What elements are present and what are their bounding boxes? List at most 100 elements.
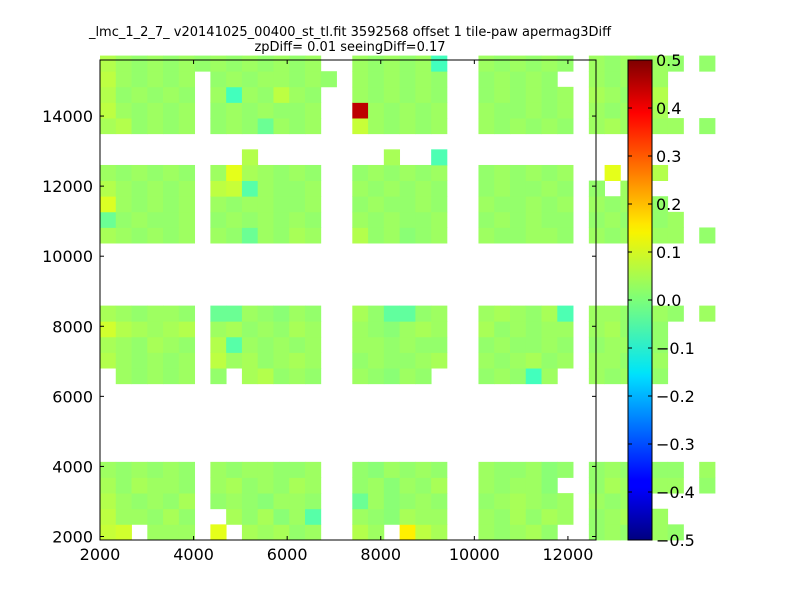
heatmap-cell xyxy=(604,461,621,478)
heatmap-cell xyxy=(305,336,322,353)
heatmap-cell xyxy=(604,227,621,244)
heatmap-cell xyxy=(257,180,274,197)
heatmap-cell xyxy=(289,336,306,353)
heatmap-cell xyxy=(257,508,274,525)
colorbar-tick-label: 0.3 xyxy=(656,147,681,166)
heatmap-cell xyxy=(100,71,117,88)
heatmap-cell xyxy=(289,211,306,228)
heatmap-cell xyxy=(305,321,322,338)
y-tick-label: 8000 xyxy=(52,317,93,336)
heatmap-cell xyxy=(399,211,416,228)
heatmap-cell xyxy=(241,493,259,510)
heatmap-cell xyxy=(431,149,448,166)
colorbar: 0.5 0.4 0.3 0.2 0.1 0.0 −0.1 −0.2 −0.3 −0.4 −0.5 xyxy=(627,51,695,550)
heatmap-cell xyxy=(147,524,164,541)
heatmap-cell xyxy=(305,164,322,181)
heatmap-cell xyxy=(115,321,132,338)
heatmap-cell xyxy=(588,71,606,88)
heatmap-cell xyxy=(273,524,290,541)
heatmap-cell xyxy=(273,305,290,322)
heatmap-cell xyxy=(651,352,669,369)
heatmap-cells xyxy=(100,55,716,541)
heatmap-cell xyxy=(368,71,385,88)
heatmap-cell xyxy=(478,164,495,181)
heatmap-cell xyxy=(163,86,180,103)
heatmap-cell xyxy=(383,118,401,135)
heatmap-cell xyxy=(431,321,448,338)
heatmap-cell xyxy=(510,477,527,494)
heatmap-cell xyxy=(163,524,180,541)
heatmap-cell xyxy=(131,180,148,197)
heatmap-cell xyxy=(478,336,495,353)
heatmap-cell xyxy=(557,227,574,244)
heatmap-cell xyxy=(651,508,669,525)
heatmap-cell xyxy=(115,118,132,135)
heatmap-cell xyxy=(431,71,448,88)
heatmap-cell xyxy=(604,86,621,103)
heatmap-cell xyxy=(178,368,196,385)
heatmap-cell xyxy=(115,211,132,228)
heatmap-cell xyxy=(431,493,448,510)
heatmap-cell xyxy=(210,321,227,338)
heatmap-cell xyxy=(368,86,385,103)
heatmap-cell xyxy=(100,164,117,181)
heatmap-cell xyxy=(273,180,290,197)
plot-frame xyxy=(99,59,597,541)
heatmap-cell xyxy=(163,180,180,197)
colorbar-tick-label: −0.3 xyxy=(656,435,695,454)
heatmap-cell xyxy=(115,180,132,197)
heatmap-cell xyxy=(115,305,132,322)
heatmap-cell xyxy=(651,211,669,228)
heatmap-cell xyxy=(651,461,669,478)
heatmap-cell xyxy=(431,352,448,369)
x-tick-label: 2000 xyxy=(80,545,121,564)
heatmap-cell xyxy=(494,211,511,228)
heatmap-cell xyxy=(352,368,369,385)
heatmap-cell xyxy=(305,461,322,478)
heatmap-cell xyxy=(525,164,542,181)
heatmap-cell xyxy=(257,461,274,478)
y-tick-label: 12000 xyxy=(42,177,93,196)
heatmap-cell xyxy=(699,305,716,322)
heatmap-cell xyxy=(163,196,180,213)
heatmap-cell xyxy=(305,86,322,103)
heatmap-cell xyxy=(100,211,117,228)
heatmap-cell xyxy=(588,180,606,197)
heatmap-cell xyxy=(510,305,527,322)
heatmap-cell xyxy=(604,118,621,135)
heatmap-cell xyxy=(557,321,574,338)
heatmap-cell xyxy=(399,493,416,510)
heatmap-cell xyxy=(604,196,621,213)
heatmap-cell xyxy=(100,180,117,197)
heatmap-cell xyxy=(651,524,669,541)
heatmap-cell xyxy=(163,368,180,385)
heatmap-cell xyxy=(352,227,369,244)
x-tick-label: 8000 xyxy=(360,545,401,564)
heatmap-cell xyxy=(289,118,306,135)
heatmap-cell xyxy=(226,102,243,119)
heatmap-cell xyxy=(305,71,322,88)
heatmap-cell xyxy=(399,461,416,478)
heatmap-cell xyxy=(494,368,511,385)
heatmap-cell xyxy=(257,164,274,181)
heatmap-cell xyxy=(305,196,322,213)
heatmap-cell xyxy=(226,118,243,135)
heatmap-cell xyxy=(226,196,243,213)
heatmap-cell xyxy=(305,477,322,494)
heatmap-cell xyxy=(163,71,180,88)
heatmap-cell xyxy=(241,461,259,478)
heatmap-cell xyxy=(651,368,669,385)
heatmap-cell xyxy=(383,149,401,166)
heatmap-cell xyxy=(178,180,196,197)
heatmap-cell xyxy=(115,86,132,103)
heatmap-cell xyxy=(147,86,164,103)
heatmap-cell xyxy=(226,180,243,197)
chart-subtitle: zpDiff= 0.01 seeingDiff=0.17 xyxy=(254,40,446,55)
heatmap-cell xyxy=(494,305,511,322)
heatmap-cell xyxy=(541,508,558,525)
heatmap-cell xyxy=(241,196,259,213)
heatmap-cell xyxy=(305,524,322,541)
heatmap-cell xyxy=(100,86,117,103)
heatmap-cell xyxy=(289,352,306,369)
